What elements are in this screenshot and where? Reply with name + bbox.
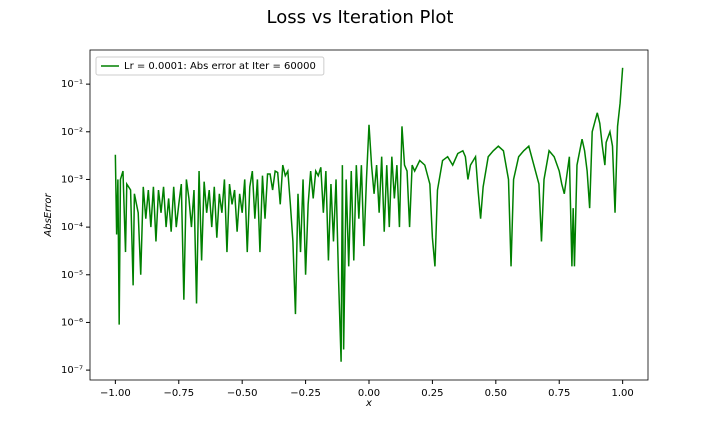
x-tick-label: −0.50 — [227, 388, 258, 399]
x-tick-label: −0.25 — [290, 388, 321, 399]
x-tick-label: 0.75 — [548, 388, 570, 399]
y-tick-label: 10⁻⁷ — [61, 365, 83, 376]
y-tick-label: 10⁻⁶ — [61, 317, 83, 328]
y-tick-label: 10⁻¹ — [61, 79, 83, 90]
x-tick-label: 1.00 — [612, 388, 634, 399]
line-series — [114, 67, 624, 362]
y-tick-label: 10⁻⁴ — [61, 222, 83, 233]
x-tick-label: 0.25 — [421, 388, 443, 399]
x-tick-label: 0.50 — [485, 388, 507, 399]
x-axis-label: x — [365, 398, 372, 409]
y-axis-label: AbsError — [43, 193, 54, 238]
chart-title: Loss vs Iteration Plot — [267, 7, 454, 28]
y-tick-label: 10⁻⁵ — [61, 270, 83, 281]
plot-frame — [89, 49, 649, 381]
x-tick-label: 0.00 — [358, 388, 380, 399]
y-tick-label: 10⁻³ — [61, 174, 83, 185]
y-tick-label: 10⁻² — [61, 127, 83, 138]
legend-label: Lr = 0.0001: Abs error at Iter = 60000 — [124, 61, 316, 72]
legend-box — [95, 56, 325, 76]
x-tick-label: −0.75 — [163, 388, 194, 399]
x-tick-label: −1.00 — [100, 388, 131, 399]
